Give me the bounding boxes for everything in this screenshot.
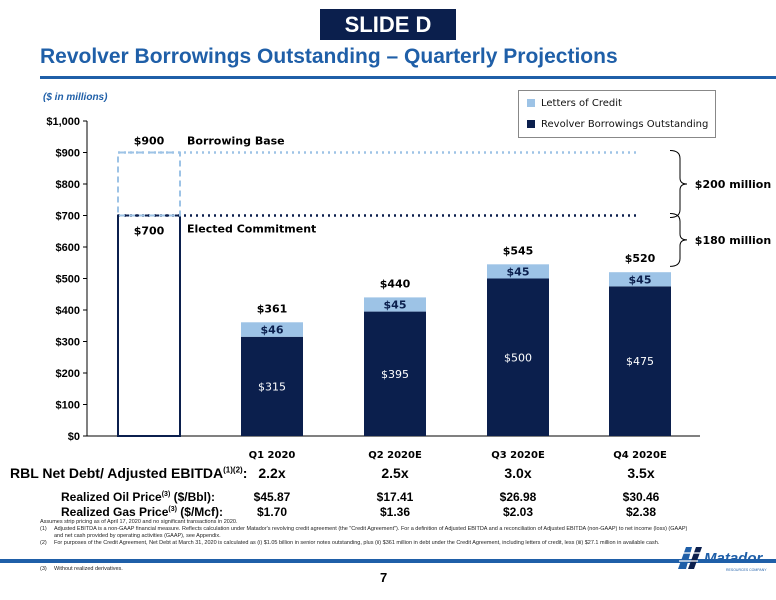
bar-total-label: $440 [380, 277, 411, 290]
bar-total-label: $361 [257, 302, 288, 315]
x-tick-label: Q2 2020E [368, 450, 422, 460]
logo-subtext: RESOURCES COMPANY [726, 568, 767, 572]
ebitda-label-suffix: : [242, 465, 248, 481]
footnote-1-text: Adjusted EBITDA is a non-GAAP financial … [54, 526, 688, 539]
slide-badge: SLIDE D [320, 9, 456, 40]
bracket-2 [669, 213, 688, 267]
y-tick-label: $500 [56, 274, 80, 286]
ebitda-value-q3: 3.0x [504, 465, 532, 481]
borrowing-base-text: Borrowing Base [187, 135, 285, 148]
revolver-chart: $0 $100 $200 $300 $400 $500 $600 $700 $800 $900 $1… [46, 116, 771, 460]
ebitda-value-q2: 2.5x [381, 465, 409, 481]
page-title: Revolver Borrowings Outstanding – Quarte… [40, 45, 618, 68]
bar-loc-label: $45 [629, 273, 652, 286]
y-tick-label: $300 [56, 337, 80, 349]
elected-commitment-box [117, 214, 181, 437]
oil-label-suffix: ($/Bbl): [170, 490, 215, 504]
page-number: 7 [380, 570, 388, 585]
elected-commitment-text: Elected Commitment [187, 223, 316, 236]
legend-swatch-loc [527, 99, 535, 107]
oil-price-q3: $26.98 [499, 490, 537, 504]
oil-price-q4: $30.46 [622, 490, 660, 504]
y-tick-label: $700 [56, 211, 80, 223]
bar-loc-2 [364, 297, 426, 312]
ebitda-value-q1: 2.2x [258, 465, 286, 481]
x-tick-label: Q4 2020E [613, 450, 667, 460]
bar-revolver-label: $315 [258, 380, 286, 393]
legend-label-revolver: Revolver Borrowings Outstanding [541, 119, 709, 130]
gas-label-suffix: ($/Mcf): [176, 505, 223, 519]
borrowing-base-value: $900 [134, 135, 165, 148]
elected-commitment-value: $700 [134, 225, 165, 238]
logo-emblem-icon [678, 547, 702, 569]
bracket-label-2: $180 million [695, 234, 771, 247]
footnote-2: (2) For purposes of the Credit Agreement,… [40, 540, 700, 547]
gas-label-text: Realized Gas Price [61, 505, 169, 519]
footnote-2-num: (2) [40, 540, 47, 546]
bar-loc-1 [241, 322, 303, 337]
ebitda-row-label: RBL Net Debt/ Adjusted EBITDA(1)(2): [10, 465, 247, 481]
gas-price-q4: $2.38 [625, 505, 657, 519]
legend-label-loc: Letters of Credit [541, 98, 622, 109]
bar-loc-label: $45 [384, 298, 407, 311]
legend-item-loc: Letters of Credit [527, 98, 622, 109]
chart-legend: Letters of Credit Revolver Borrowings Ou… [518, 90, 716, 138]
y-tick-label: $100 [56, 400, 80, 412]
bracket-label-1: $200 million [695, 178, 771, 191]
bar-total-label: $520 [625, 252, 656, 265]
y-tick-label: $400 [56, 305, 80, 317]
legend-swatch-revolver [527, 120, 535, 128]
matador-logo: Matador RESOURCES COMPANY [678, 547, 767, 572]
oil-price-label: Realized Oil Price(3) ($/Bbl): [61, 490, 215, 504]
gas-price-q3: $2.03 [502, 505, 534, 519]
ebitda-value-q4: 3.5x [627, 465, 655, 481]
bar-revolver-4 [609, 286, 671, 436]
units-note: ($ in millions) [43, 92, 108, 103]
footnote-1-num: (1) [40, 526, 47, 532]
y-tick-label: $0 [68, 431, 80, 443]
bracket-1 [669, 150, 688, 218]
bar-loc-label: $46 [261, 324, 284, 337]
footnote-1: (1) Adjusted EBITDA is a non-GAAP financi… [40, 526, 700, 540]
y-tick-label: $900 [56, 148, 80, 160]
bar-revolver-label: $395 [381, 368, 409, 381]
footnote-2-text: For purposes of the Credit Agreement, Ne… [54, 540, 660, 546]
bar-revolver-label: $475 [626, 355, 654, 368]
oil-price-q1: $45.87 [253, 490, 291, 504]
footnote-3-text: Without realized derivatives. [54, 566, 123, 572]
title-divider [40, 76, 776, 79]
gas-label-sup: (3) [168, 506, 177, 513]
gas-price-label: Realized Gas Price(3) ($/Mcf): [61, 505, 223, 519]
bar-revolver-3 [487, 278, 549, 436]
y-tick-label: $1,000 [46, 116, 80, 128]
y-tick-label: $200 [56, 368, 80, 380]
logo-wordmark: Matador [704, 550, 764, 567]
bar-revolver-label: $500 [504, 351, 532, 364]
y-tick-label: $800 [56, 179, 80, 191]
bar-revolver-2 [364, 311, 426, 436]
x-tick-label: Q3 2020E [491, 450, 545, 460]
x-tick-label: Q1 2020 [249, 450, 296, 460]
legend-item-revolver: Revolver Borrowings Outstanding [527, 119, 708, 130]
gas-price-q1: $1.70 [256, 505, 288, 519]
footnotes: Assumes strip pricing as of April 17, 20… [40, 519, 700, 547]
ebitda-label-sup: (1)(2) [223, 465, 243, 475]
oil-label-text: Realized Oil Price [61, 490, 162, 504]
bar-loc-4 [609, 272, 671, 287]
footnote-3: (3) Without realized derivatives. [40, 566, 123, 572]
gas-price-q2: $1.36 [379, 505, 411, 519]
bar-loc-label: $45 [507, 265, 530, 278]
footnote-intro: Assumes strip pricing as of April 17, 20… [40, 519, 238, 525]
bar-total-label: $545 [503, 244, 534, 257]
oil-price-q2: $17.41 [376, 490, 414, 504]
footnote-3-num: (3) [40, 566, 47, 572]
y-tick-label: $600 [56, 242, 80, 254]
bar-revolver-1 [241, 336, 303, 436]
ebitda-label-text: RBL Net Debt/ Adjusted EBITDA [10, 465, 224, 481]
oil-label-sup: (3) [161, 491, 171, 498]
bar-loc-3 [487, 264, 549, 279]
borrowing-base-box [117, 151, 181, 217]
bottom-divider [0, 559, 776, 563]
